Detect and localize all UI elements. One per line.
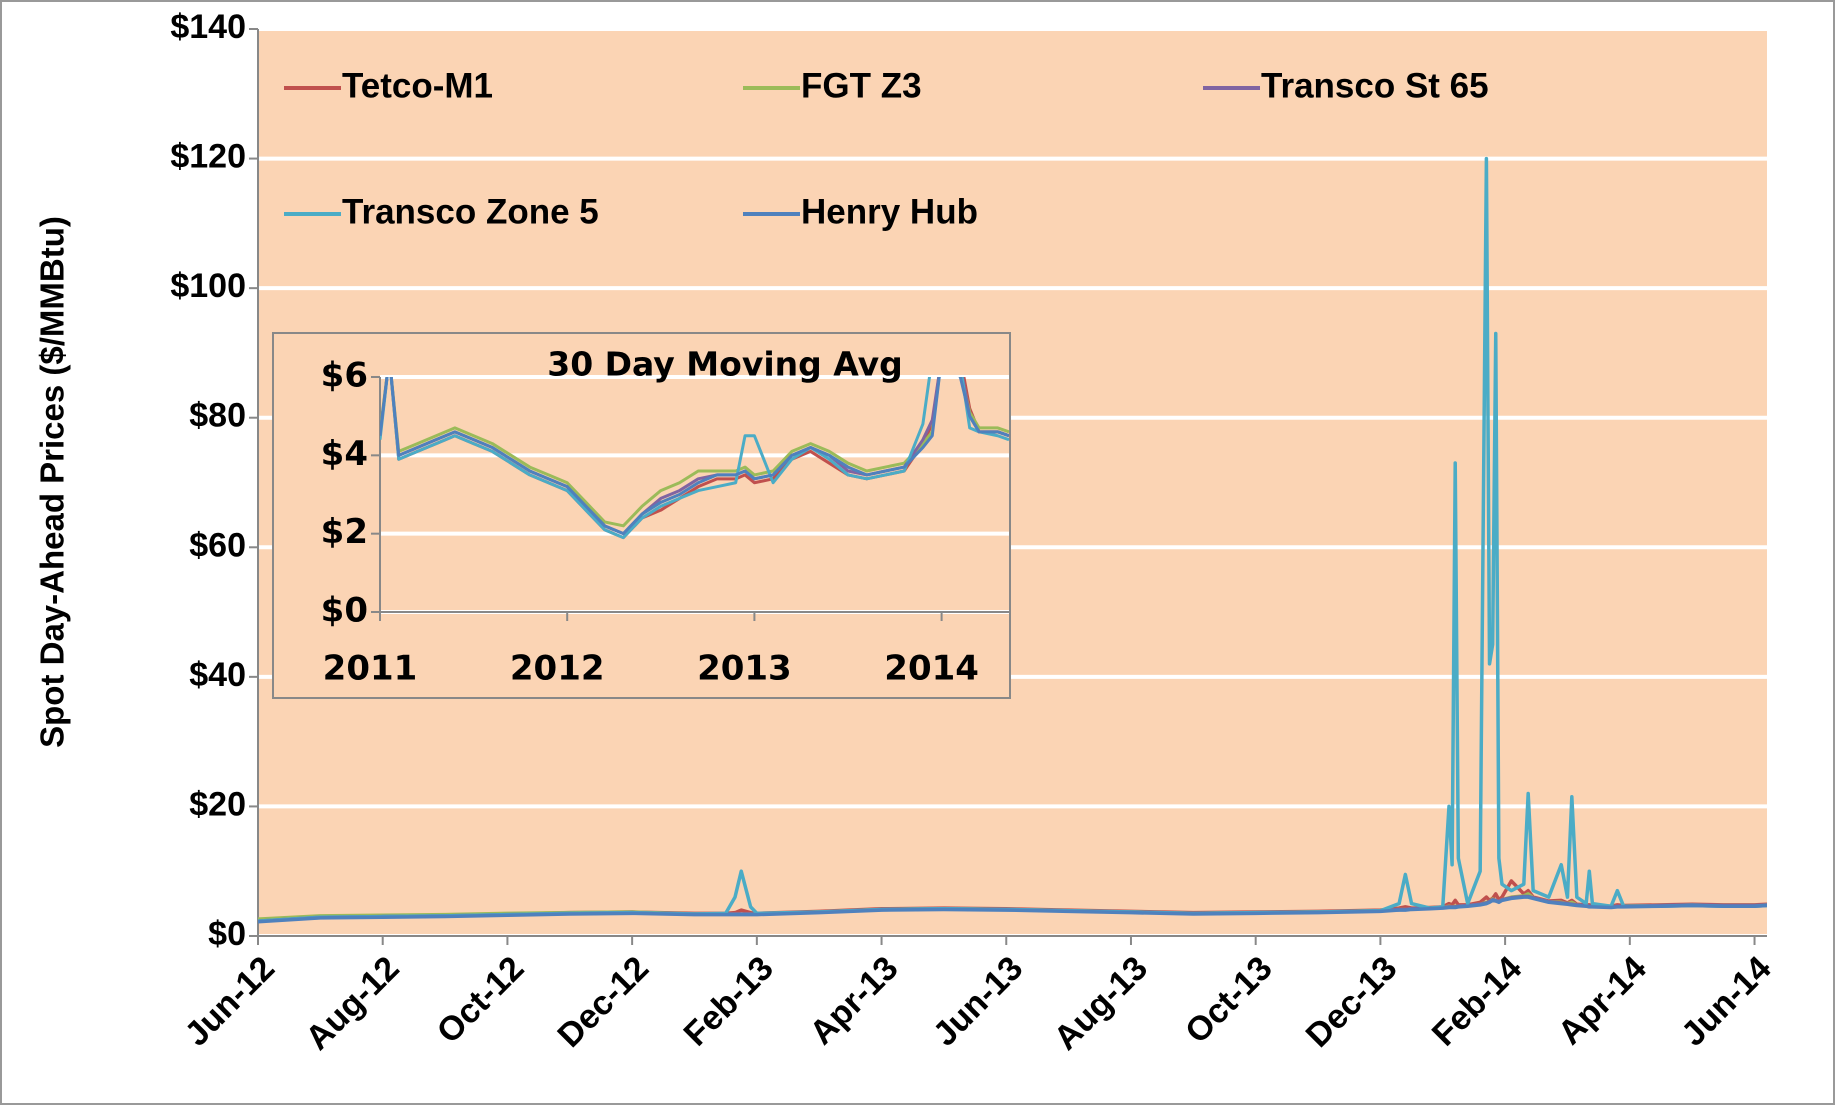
x-tick-label: 2011 — [323, 649, 418, 689]
x-tick-label: 2013 — [697, 649, 792, 689]
y-tick-label: $20 — [189, 785, 246, 823]
y-tick-label: $120 — [170, 138, 246, 176]
legend-label: Henry Hub — [801, 192, 978, 231]
series-line — [380, 377, 1009, 536]
series-line — [258, 895, 1767, 924]
y-tick-label: $2 — [321, 512, 368, 552]
legend-label: Transco St 65 — [1261, 66, 1489, 105]
x-tick-label: 2014 — [884, 649, 979, 689]
series-line — [380, 377, 1009, 540]
inset-title: 30 Day Moving Avg — [547, 345, 903, 384]
y-tick-label: $80 — [189, 397, 246, 435]
y-tick-label: $40 — [189, 656, 246, 694]
y-tick-label: $140 — [170, 8, 246, 46]
series-lines — [258, 156, 1767, 924]
legend-label: Tetco-M1 — [342, 66, 493, 105]
y-tick-label: $4 — [321, 434, 368, 474]
series-lines — [380, 377, 1009, 540]
y-tick-label: $6 — [321, 356, 368, 396]
inset-chart: $0 $2 $4 $6 2011 2012 2013 2014 30 Day Moving Av… — [272, 332, 1011, 699]
legend-label: FGT Z3 — [801, 66, 922, 105]
series-line — [258, 156, 1767, 923]
series-line — [380, 377, 1009, 528]
y-tick-label: $0 — [321, 591, 368, 631]
y-tick-label: $60 — [189, 526, 246, 564]
x-tick-label: 2012 — [510, 649, 605, 689]
y-tick-label: $100 — [170, 267, 246, 305]
y-tick-label: $0 — [208, 915, 246, 953]
y-axis-label: Spot Day-Ahead Prices ($/MMBtu) — [34, 216, 71, 748]
legend-label: Transco Zone 5 — [342, 192, 599, 231]
